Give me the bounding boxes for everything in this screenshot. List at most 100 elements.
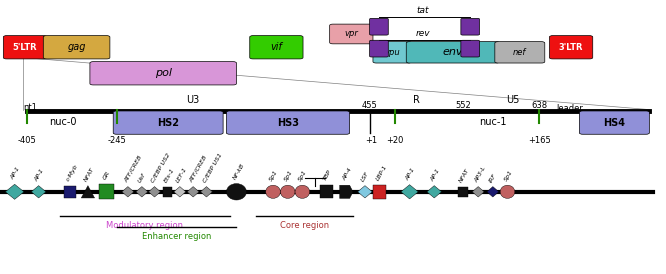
Text: +20: +20	[386, 136, 404, 145]
Polygon shape	[174, 187, 186, 197]
Text: pol: pol	[155, 68, 172, 78]
Text: LEF-1: LEF-1	[175, 166, 188, 183]
Text: Usf: Usf	[137, 172, 147, 183]
Text: gag: gag	[67, 42, 86, 52]
Text: IRF: IRF	[488, 172, 498, 183]
FancyBboxPatch shape	[373, 42, 412, 63]
Text: 638: 638	[531, 101, 547, 110]
Polygon shape	[81, 186, 95, 198]
Text: vpu: vpu	[384, 48, 400, 57]
Text: Sp1: Sp1	[503, 169, 513, 182]
Text: Ets-1: Ets-1	[163, 167, 176, 184]
FancyBboxPatch shape	[406, 42, 500, 63]
Polygon shape	[487, 187, 499, 197]
Text: HS4: HS4	[603, 118, 625, 128]
Text: TBP: TBP	[322, 169, 332, 182]
Text: AP-4: AP-4	[342, 167, 353, 182]
Text: Modulatory region: Modulatory region	[107, 221, 183, 230]
Text: 3'LTR: 3'LTR	[559, 43, 583, 52]
FancyBboxPatch shape	[549, 36, 593, 59]
Text: AP-1: AP-1	[10, 167, 21, 181]
Text: +1: +1	[365, 136, 377, 145]
Bar	[373, 185, 386, 199]
Text: -405: -405	[17, 136, 36, 145]
Text: NFAT: NFAT	[83, 166, 96, 182]
Polygon shape	[358, 186, 372, 198]
Text: U3: U3	[186, 96, 200, 105]
Text: Sp1: Sp1	[283, 169, 294, 182]
Polygon shape	[31, 186, 46, 198]
Text: C/EBP US1: C/EBP US1	[202, 152, 223, 183]
Text: LBP-1: LBP-1	[375, 164, 388, 181]
Polygon shape	[187, 187, 199, 197]
FancyBboxPatch shape	[226, 111, 350, 134]
Text: 5'LTR: 5'LTR	[13, 43, 37, 52]
Text: vif: vif	[270, 42, 282, 52]
FancyBboxPatch shape	[370, 18, 388, 35]
Text: HS3: HS3	[277, 118, 299, 128]
FancyBboxPatch shape	[250, 36, 303, 59]
Text: Sp1: Sp1	[268, 169, 279, 182]
Bar	[99, 184, 114, 199]
Text: NFAT: NFAT	[458, 167, 471, 183]
Polygon shape	[340, 185, 353, 198]
Text: vpr: vpr	[344, 30, 358, 38]
Polygon shape	[401, 185, 418, 199]
Text: U5: U5	[506, 96, 519, 105]
FancyBboxPatch shape	[90, 62, 236, 85]
FancyBboxPatch shape	[3, 36, 47, 59]
Text: NF-kB: NF-kB	[232, 162, 246, 180]
Text: c-Myb: c-Myb	[65, 164, 79, 182]
Text: AP3-L: AP3-L	[474, 165, 487, 183]
Text: R: R	[413, 96, 420, 105]
Text: Enhancer region: Enhancer region	[142, 232, 211, 241]
Polygon shape	[200, 187, 212, 197]
Bar	[163, 187, 172, 197]
Text: C/EBP US2: C/EBP US2	[150, 152, 171, 183]
Text: nuc-0: nuc-0	[49, 117, 77, 127]
Polygon shape	[149, 187, 161, 197]
Polygon shape	[5, 184, 24, 199]
Polygon shape	[122, 187, 134, 197]
Text: AP-1: AP-1	[34, 168, 45, 182]
Text: 455: 455	[362, 101, 378, 110]
FancyBboxPatch shape	[330, 24, 373, 44]
FancyBboxPatch shape	[461, 40, 480, 57]
Text: -245: -245	[107, 136, 126, 145]
Bar	[64, 186, 76, 198]
Text: 552: 552	[455, 101, 471, 110]
Text: GR: GR	[102, 170, 111, 181]
Text: +165: +165	[528, 136, 551, 145]
Polygon shape	[472, 187, 484, 197]
Text: nt1: nt1	[23, 103, 37, 112]
Text: env: env	[443, 47, 463, 57]
Text: AP-1: AP-1	[430, 168, 441, 182]
Bar	[320, 185, 333, 198]
Text: Core region: Core region	[280, 221, 329, 230]
Text: LSF: LSF	[360, 170, 370, 182]
FancyBboxPatch shape	[495, 42, 545, 63]
Text: leader: leader	[556, 104, 583, 113]
Polygon shape	[427, 186, 442, 198]
Ellipse shape	[280, 185, 295, 198]
FancyBboxPatch shape	[370, 40, 388, 57]
FancyBboxPatch shape	[43, 36, 110, 59]
Text: tat: tat	[417, 6, 429, 15]
Text: AP-1: AP-1	[405, 167, 416, 181]
Text: rev: rev	[416, 29, 430, 38]
FancyBboxPatch shape	[579, 111, 649, 134]
FancyBboxPatch shape	[461, 18, 480, 35]
Text: ATF/CREB: ATF/CREB	[123, 155, 143, 183]
FancyBboxPatch shape	[113, 111, 223, 134]
Ellipse shape	[295, 185, 310, 198]
Ellipse shape	[226, 184, 246, 200]
Ellipse shape	[500, 185, 515, 198]
Ellipse shape	[266, 185, 280, 198]
Bar	[458, 187, 468, 197]
Text: nuc-1: nuc-1	[479, 117, 507, 127]
Text: nef: nef	[513, 48, 527, 57]
Polygon shape	[136, 187, 148, 197]
Text: ATF/CREB: ATF/CREB	[188, 155, 208, 183]
Text: HS2: HS2	[157, 118, 179, 128]
Text: Sp1: Sp1	[298, 169, 308, 182]
